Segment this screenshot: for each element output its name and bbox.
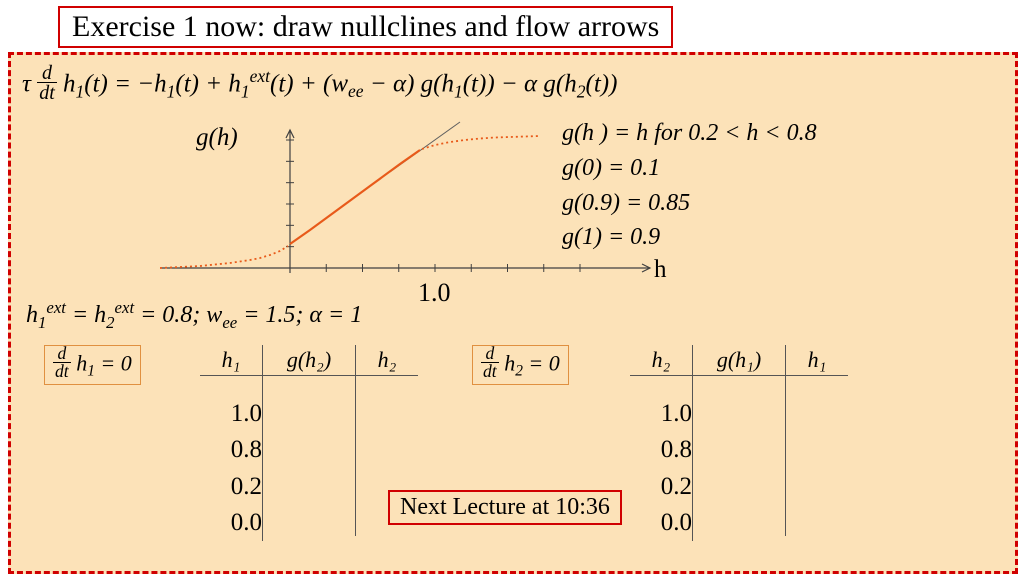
side-eq-2: g(0) = 0.1 (562, 151, 817, 186)
table-left-col2 (263, 376, 356, 536)
table-right-col1: 1.0 0.8 0.2 0.0 (630, 376, 693, 541)
table-right-h2: h₂ (630, 345, 693, 375)
condition-h1: ddt h1 = 0 (44, 345, 141, 385)
table-left-gh2: g(h₂) (263, 345, 356, 375)
side-eq-4: g(1) = 0.9 (562, 220, 817, 255)
table-right-h1: h₁ (786, 345, 848, 375)
table-left-h2: h₂ (356, 345, 418, 375)
main-equation: τ ddt h1(t) = −h1(t) + h1ext(t) + (wee −… (22, 66, 617, 105)
condition-h2: ddt h2 = 0 (472, 345, 569, 385)
table-left-head: h₁ g(h₂) h₂ (200, 345, 418, 376)
h-axis-label: h (654, 256, 667, 284)
table-right-col2 (693, 376, 786, 536)
side-equations: g(h ) = h for 0.2 < h < 0.8 g(0) = 0.1 g… (562, 116, 817, 255)
table-right-gh1: g(h₁) (693, 345, 786, 375)
side-eq-1: g(h ) = h for 0.2 < h < 0.8 (562, 116, 817, 151)
x-tick-one: 1.0 (418, 278, 451, 308)
next-lecture-box: Next Lecture at 10:36 (388, 490, 622, 525)
table-left-h1: h₁ (200, 345, 263, 375)
table-left-col1: 1.0 0.8 0.2 0.0 (200, 376, 263, 541)
exercise-title: Exercise 1 now: draw nullclines and flow… (58, 6, 673, 48)
table-left: h₁ g(h₂) h₂ 1.0 0.8 0.2 0.0 (200, 345, 418, 541)
side-eq-3: g(0.9) = 0.85 (562, 186, 817, 221)
table-right: h₂ g(h₁) h₁ 1.0 0.8 0.2 0.0 (630, 345, 848, 541)
parameters: h1ext = h2ext = 0.8; wee = 1.5; α = 1 (26, 298, 362, 333)
table-right-head: h₂ g(h₁) h₁ (630, 345, 848, 376)
